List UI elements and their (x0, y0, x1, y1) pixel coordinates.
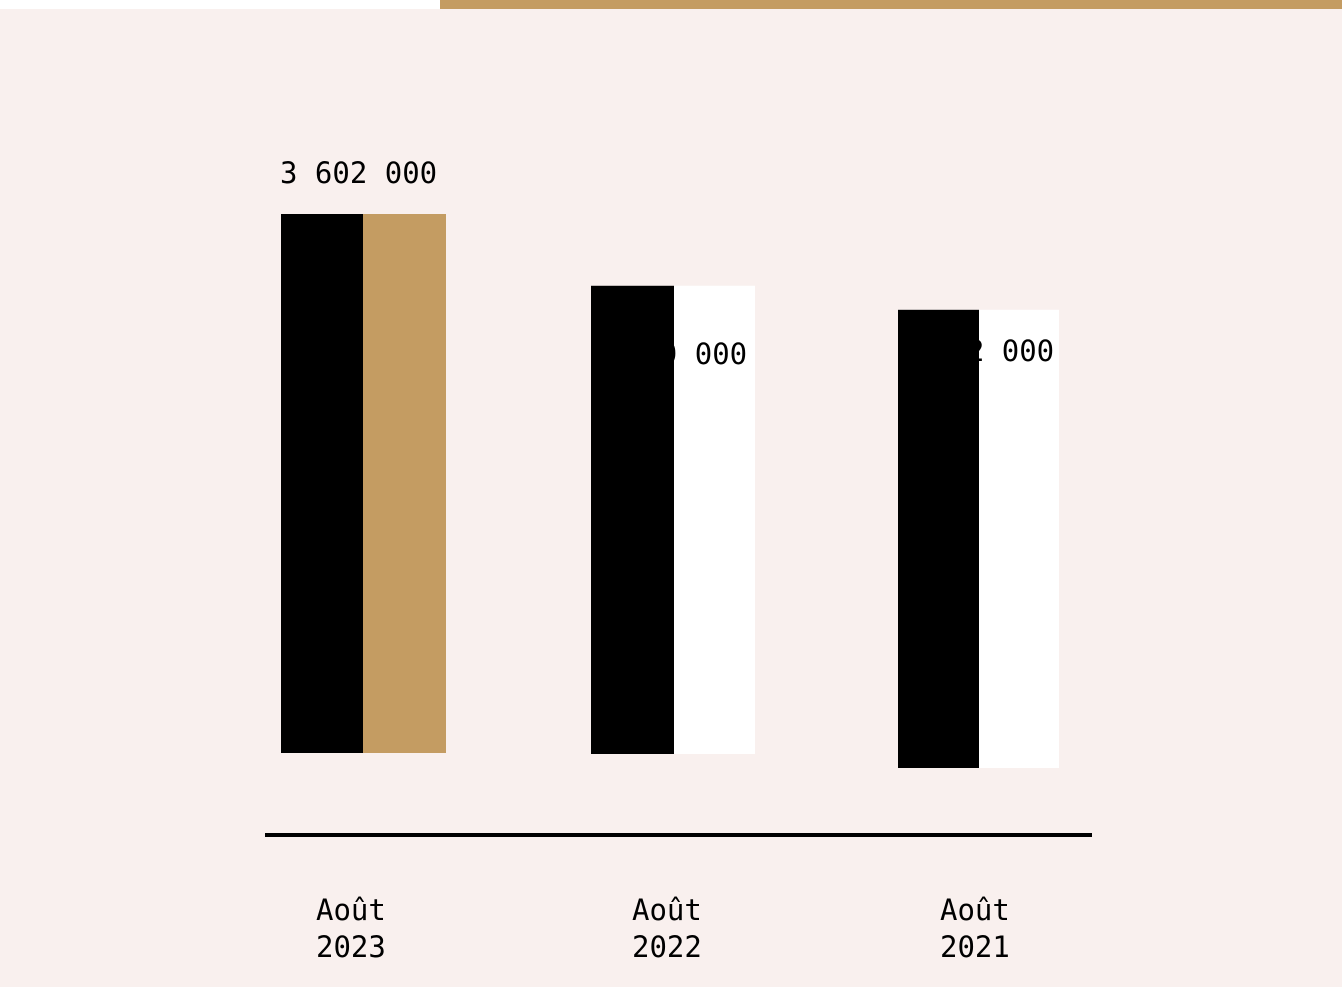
bar-light-2 (979, 309, 1059, 768)
bar-dark-1 (591, 285, 674, 754)
x-tick-label-1-line-1: 2022 (632, 930, 702, 964)
data-label-2: 3 062 000 (897, 334, 1054, 368)
data-label-0: 3 602 000 (280, 156, 437, 190)
bar-light-1 (674, 285, 755, 754)
x-tick-label-2-line-1: 2021 (940, 930, 1010, 964)
x-tick-label-0-line-1: 2023 (316, 930, 386, 964)
x-tick-label-0-line-0: Août (316, 893, 386, 927)
x-tick-label-2-line-0: Août (940, 893, 1010, 927)
top-accent-strip (440, 0, 1342, 9)
bar-dark-2 (898, 309, 979, 768)
bar-group (281, 214, 1059, 768)
bar-dark-0 (281, 214, 363, 753)
x-tick-label-1-line-0: Août (632, 893, 702, 927)
bar-light-0 (363, 214, 446, 753)
data-label-1: 3 129 000 (590, 337, 747, 371)
